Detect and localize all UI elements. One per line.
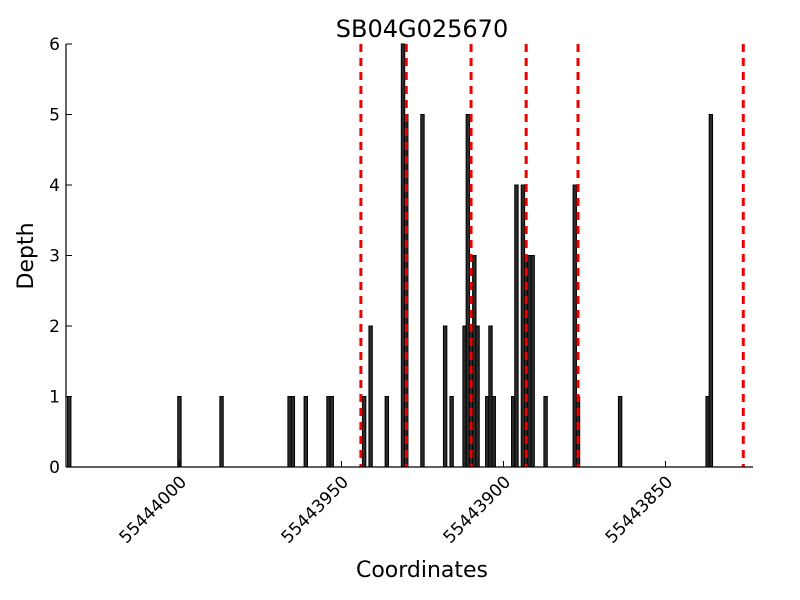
bar-10 [384,396,390,468]
bar-30 [543,396,548,468]
y-axis-label: Depth [14,222,39,289]
y-tick-label-0: 0 [49,458,60,478]
bar-5 [303,396,309,468]
chart-title: SB04G025670 [336,15,508,43]
bar-20 [475,325,480,468]
bar-0 [67,396,72,468]
axes-layer [65,44,753,468]
y-tick-label-5: 5 [49,106,60,126]
bar-14 [442,325,448,468]
bars-layer [67,43,714,468]
bar-15 [449,396,454,468]
markers-layer [359,44,745,467]
bar-4 [290,396,296,468]
x-ticks: 55444000 55443950 55443900 55443850 [116,461,677,548]
y-tick-label-3: 3 [49,247,60,267]
x-tick-label-0: 55444000 [116,472,191,547]
bar-25 [514,184,519,468]
x-tick-label-1: 55443950 [278,472,353,547]
y-tick-label-2: 2 [49,317,60,337]
bar-23 [491,396,496,468]
bar-29 [530,255,535,468]
y-tick-label-4: 4 [49,176,60,196]
y-ticks: 0 1 2 3 4 5 6 [49,35,72,478]
y-tick-label-1: 1 [49,388,60,408]
bar-9 [368,325,373,468]
x-tick-label-3: 55443850 [602,472,677,547]
bar-2 [219,396,224,468]
bar-1 [177,396,182,468]
bar-7 [329,396,334,468]
x-axis-label: Coordinates [356,558,488,583]
bar-33 [617,396,623,468]
bar-35 [708,114,714,468]
y-tick-label-6: 6 [49,35,60,55]
bar-13 [420,114,425,468]
bar-8 [361,396,367,468]
x-tick-label-2: 55443900 [440,472,515,547]
